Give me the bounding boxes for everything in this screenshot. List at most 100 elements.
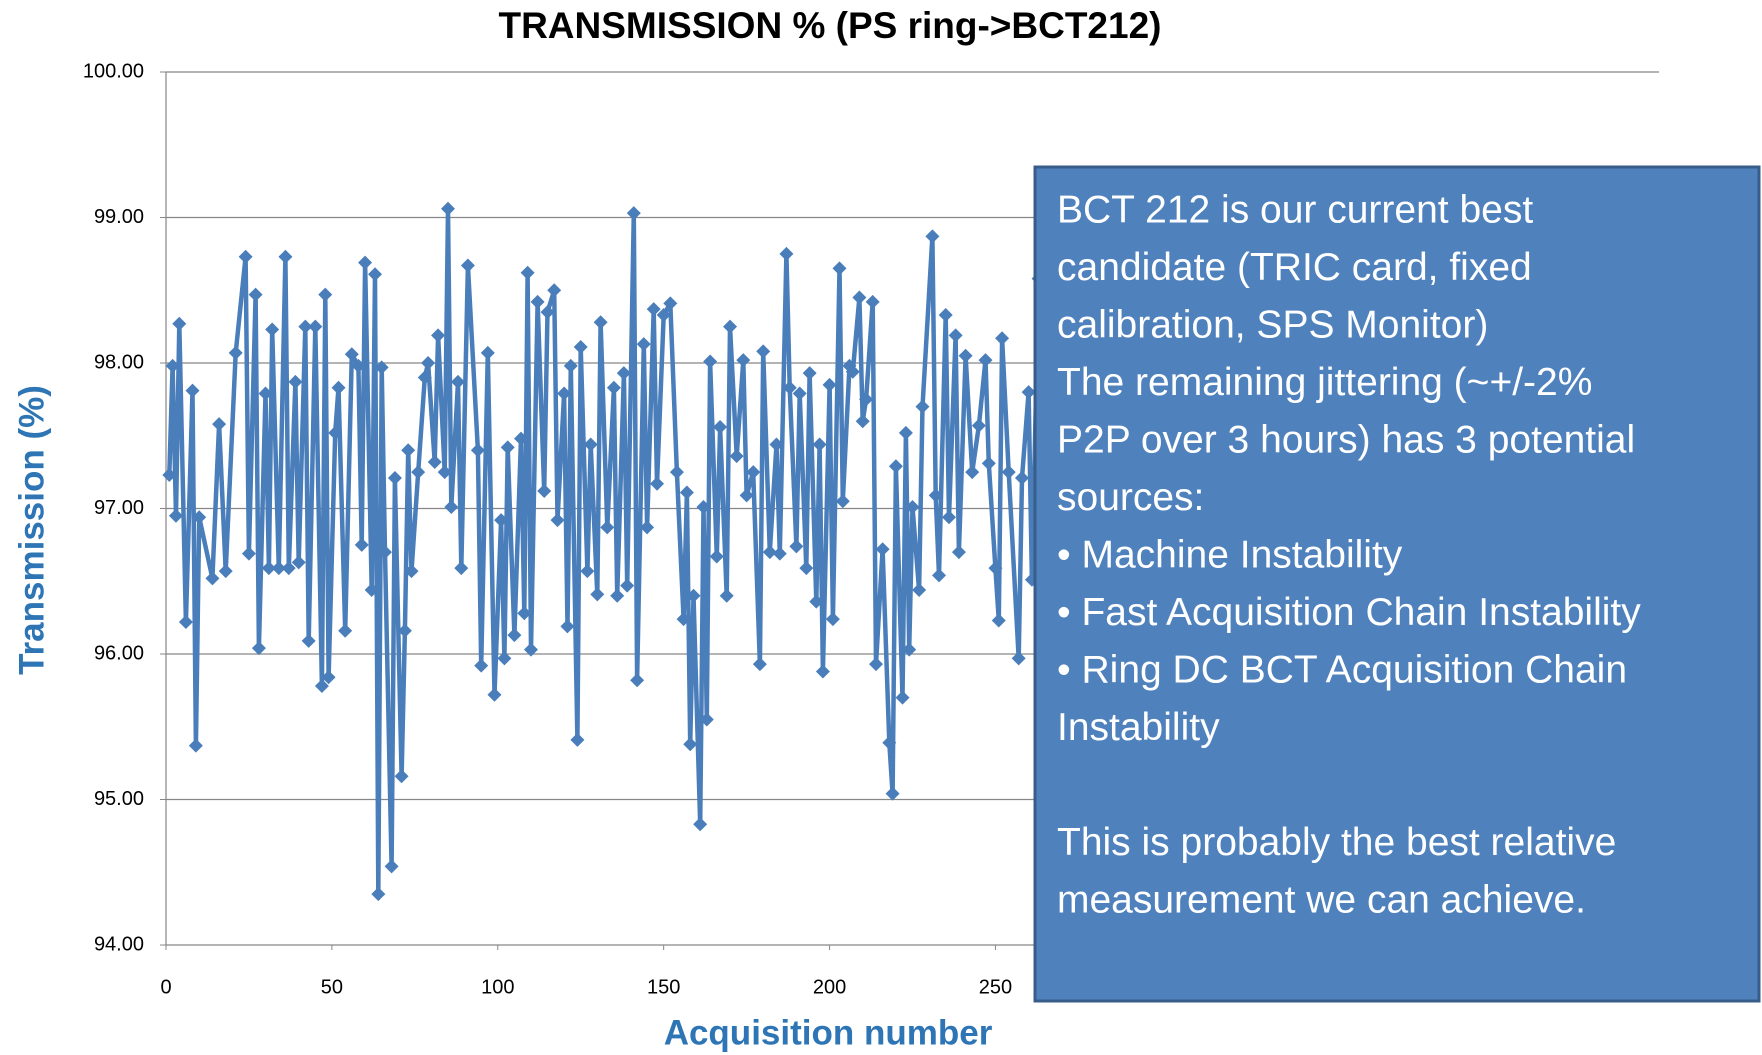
y-tick-label: 99.00 [94, 206, 144, 228]
data-point [258, 386, 273, 401]
data-point [789, 539, 804, 554]
data-point [497, 651, 512, 666]
annotation-line: • Ring DC BCT Acquisition Chain [1057, 648, 1627, 691]
data-point [620, 578, 635, 593]
data-point [265, 322, 280, 337]
data-point [441, 201, 456, 216]
y-tick-label: 100.00 [83, 60, 144, 82]
annotation-line: measurement we can achieve. [1057, 878, 1586, 921]
data-point [557, 386, 572, 401]
data-point [696, 500, 711, 515]
data-point [394, 769, 409, 784]
data-point [772, 546, 787, 561]
y-tick-label: 95.00 [94, 788, 144, 810]
data-point [487, 687, 502, 702]
data-point [792, 386, 807, 401]
data-point [583, 437, 598, 452]
data-point [699, 712, 714, 727]
data-point [580, 564, 595, 579]
data-point [437, 465, 452, 480]
data-point [905, 500, 920, 515]
data-point [344, 347, 359, 362]
data-point [570, 732, 585, 747]
x-axis-label: Acquisition number [664, 1013, 993, 1052]
x-tick-label: 250 [979, 976, 1012, 998]
data-point [251, 641, 266, 656]
y-tick-label: 98.00 [94, 351, 144, 373]
data-point [663, 296, 678, 311]
data-point [1011, 651, 1026, 666]
data-point [709, 549, 724, 564]
data-point [693, 817, 708, 832]
data-point [865, 294, 880, 309]
data-point [981, 456, 996, 471]
data-point [338, 623, 353, 638]
data-point [291, 555, 306, 570]
y-tick-label: 96.00 [94, 642, 144, 664]
data-point [271, 561, 286, 576]
data-point [460, 258, 475, 273]
data-point [514, 431, 529, 446]
y-tick-label: 94.00 [94, 933, 144, 955]
data-point [301, 633, 316, 648]
data-point [736, 353, 751, 368]
data-point [845, 364, 860, 379]
data-point [869, 657, 884, 672]
data-point [882, 735, 897, 750]
data-point [368, 267, 383, 282]
data-point [261, 561, 276, 576]
data-point [431, 328, 446, 343]
data-point [762, 545, 777, 560]
data-point [971, 418, 986, 433]
data-point [859, 392, 874, 407]
data-point [875, 542, 890, 557]
data-point [822, 377, 837, 392]
y-axis-label: Transmission (%) [12, 385, 51, 675]
data-point [888, 459, 903, 474]
data-point [318, 287, 333, 302]
data-point [540, 305, 555, 320]
data-point [328, 425, 343, 440]
data-point [739, 488, 754, 503]
data-point [779, 246, 794, 261]
data-point [474, 658, 489, 673]
data-point [938, 307, 953, 322]
data-point [600, 520, 615, 535]
data-point [397, 623, 412, 638]
data-point [530, 294, 545, 309]
data-point [298, 319, 313, 334]
data-point [411, 465, 426, 480]
data-point [650, 476, 665, 491]
data-point [550, 513, 565, 528]
data-point [799, 561, 814, 576]
annotation-line: • Machine Instability [1057, 533, 1403, 576]
data-point [802, 366, 817, 381]
data-point [241, 546, 256, 561]
data-point [932, 568, 947, 583]
data-point [444, 500, 459, 515]
data-point [192, 510, 207, 525]
data-point [188, 738, 203, 753]
data-point [351, 358, 366, 373]
data-point [480, 345, 495, 360]
data-point [168, 508, 183, 523]
data-point [809, 594, 824, 609]
data-point [308, 319, 323, 334]
data-point [218, 564, 233, 579]
data-point [928, 488, 943, 503]
data-point [782, 380, 797, 395]
data-point [494, 513, 509, 528]
data-point [1001, 465, 1016, 480]
data-point [630, 673, 645, 688]
x-tick-label: 50 [321, 976, 343, 998]
data-point [450, 374, 465, 389]
data-point [825, 612, 840, 627]
y-tick-label: 97.00 [94, 497, 144, 519]
data-point [421, 356, 436, 370]
data-point [517, 606, 532, 621]
data-point [364, 582, 379, 597]
data-point [172, 316, 187, 331]
data-point [560, 619, 575, 634]
data-point [703, 354, 718, 369]
annotation-line: Instability [1057, 706, 1220, 749]
